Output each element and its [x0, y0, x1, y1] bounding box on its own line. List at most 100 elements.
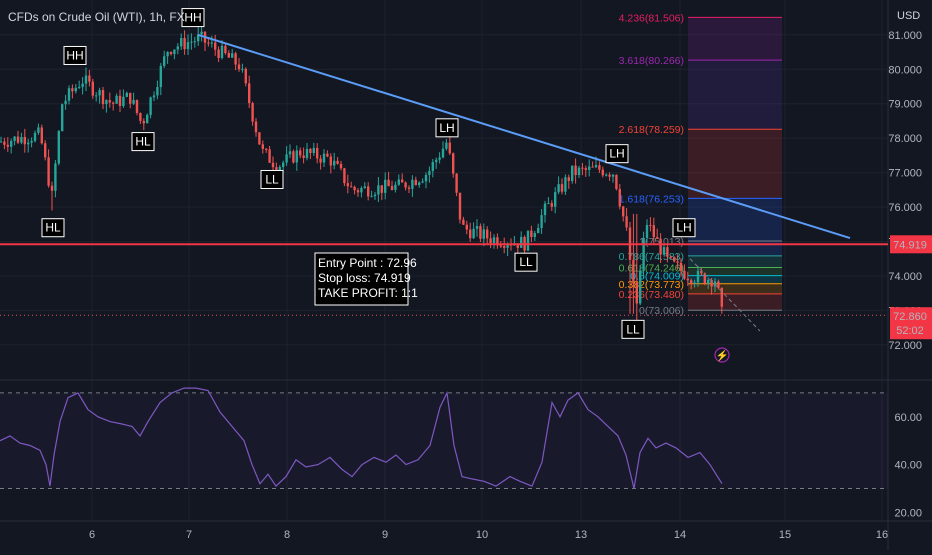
candle-body [401, 179, 404, 183]
candle-body [241, 68, 244, 70]
candle-body [333, 160, 336, 166]
price-tick-label: 78.000 [888, 133, 922, 145]
descending-trendline[interactable] [197, 33, 851, 240]
candle-body [282, 162, 285, 167]
structure-label-box [41, 218, 65, 238]
candle-body [309, 149, 312, 153]
candle-body [421, 181, 424, 183]
candle-body [642, 237, 645, 271]
candle-body [292, 151, 295, 163]
candle-body [180, 38, 183, 47]
candle-body [312, 147, 315, 153]
structure-label-box [672, 218, 696, 238]
candle-body [44, 143, 47, 158]
candle-body [686, 278, 689, 281]
last-price-text: 72.860 [893, 311, 927, 323]
candle-body [679, 262, 683, 271]
candle-body [156, 87, 159, 96]
candle-body [547, 203, 550, 205]
candle-body [193, 41, 196, 43]
candle-body [227, 53, 230, 58]
structure-label-lh: LH [609, 147, 624, 161]
time-tick-label: 7 [186, 529, 192, 541]
structure-label-lh: LH [676, 221, 691, 235]
rsi-line [0, 387, 723, 489]
candle-body [496, 237, 499, 246]
candle-body [6, 144, 9, 147]
candle-body [377, 185, 380, 195]
candle-body [690, 280, 693, 284]
candle-body [326, 153, 329, 157]
candle-body [248, 83, 251, 104]
fib-level-label: 0.382(73.773) [619, 279, 684, 291]
candle-body [469, 229, 472, 239]
candle-body [356, 190, 360, 193]
countdown-text: 52:02 [896, 325, 924, 337]
candle-body [492, 237, 496, 244]
candle-body [0, 141, 3, 143]
candle-body [10, 141, 13, 147]
candle-body [295, 150, 298, 163]
candle-body [560, 184, 564, 192]
candle-body [370, 196, 373, 198]
structure-label-hh: HH [66, 48, 83, 62]
candle-body [84, 75, 88, 84]
candle-body [452, 153, 455, 174]
structure-label-box [260, 169, 284, 189]
candle-body [217, 49, 220, 59]
candle-body [146, 114, 149, 124]
candle-body [611, 174, 615, 177]
structure-label-ll: LL [265, 172, 279, 186]
candle-body [343, 168, 346, 184]
candle-body [98, 90, 101, 96]
candle-body [411, 179, 414, 189]
candle-body [118, 95, 122, 106]
candle-body [506, 244, 509, 248]
candle-body [33, 132, 37, 141]
price-tick-label: 80.000 [888, 64, 922, 76]
flash-icon[interactable] [714, 347, 730, 363]
candle-body [105, 100, 108, 105]
candle-body [302, 155, 305, 159]
candle-body [516, 243, 519, 248]
time-tick-label: 14 [674, 529, 686, 541]
trade-note-line: TAKE PROFIT: 1:1 [318, 286, 418, 300]
candle-body [57, 131, 60, 164]
candle-body [581, 167, 584, 169]
candle-body [424, 174, 428, 182]
fib-zone [688, 60, 782, 130]
candle-body [550, 203, 553, 207]
structure-label-box [621, 319, 645, 339]
candle-body [520, 236, 523, 248]
candle-body [169, 51, 173, 55]
candle-body [210, 42, 213, 44]
candle-body [387, 179, 390, 187]
candle-body [390, 186, 394, 190]
candle-body [200, 31, 203, 35]
fib-level-label: 0.236(73.480) [619, 289, 684, 301]
candle-body [27, 142, 30, 145]
candle-body [571, 165, 574, 181]
fib-level-label: 3.618(80.266) [619, 55, 684, 67]
candle-body [554, 192, 557, 207]
candle-body [132, 99, 135, 104]
price-tick-label: 72.000 [888, 340, 922, 352]
fib-zone [688, 17, 782, 61]
fib-level-label: 1.618(76.253) [619, 193, 684, 205]
candle-body [197, 34, 200, 42]
fib-zone [688, 283, 782, 294]
candle-body [305, 149, 309, 159]
candle-body [673, 257, 676, 262]
candle-body [74, 87, 77, 92]
candle-body [23, 136, 26, 145]
fib-level-label: 0(73.006) [639, 305, 684, 317]
structure-label-box [514, 252, 538, 272]
candle-body [20, 136, 23, 143]
candle-body [428, 170, 431, 175]
candle-body [656, 237, 659, 239]
candle-body [448, 142, 451, 154]
candle-body [122, 96, 125, 106]
time-tick-label: 8 [284, 529, 290, 541]
